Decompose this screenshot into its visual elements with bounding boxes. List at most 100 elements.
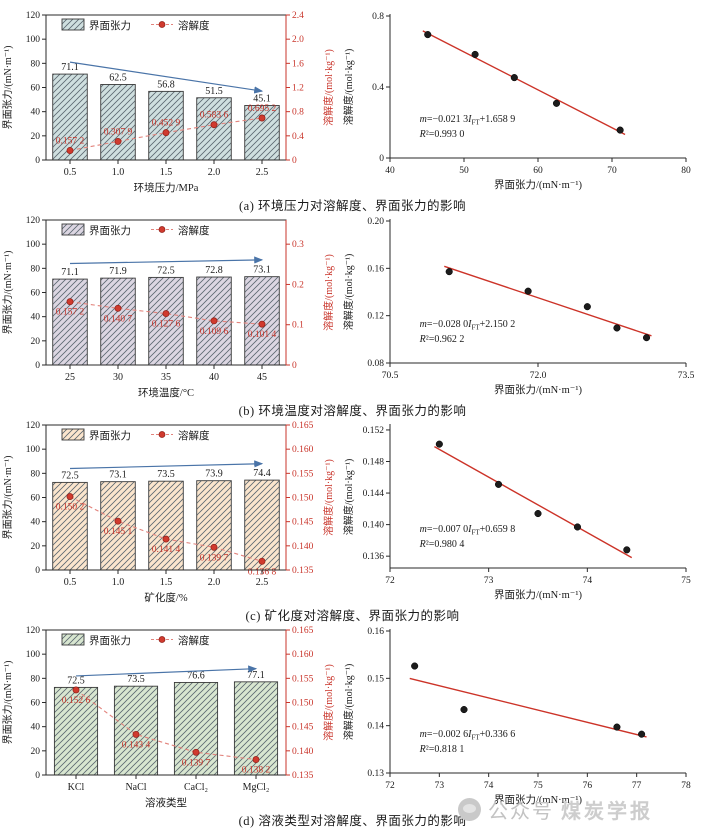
svg-text:0.145: 0.145 [292,723,314,733]
svg-text:50: 50 [459,166,469,176]
svg-text:0.144: 0.144 [363,489,385,499]
svg-text:72.5: 72.5 [61,470,79,481]
svg-text:溶解度/(mol·kg⁻¹): 溶解度/(mol·kg⁻¹) [322,459,335,536]
svg-text:73.5: 73.5 [678,371,695,381]
svg-text:35: 35 [161,372,171,383]
svg-text:界面张力/(mN·m⁻¹): 界面张力/(mN·m⁻¹) [494,178,583,191]
svg-text:界面张力: 界面张力 [89,429,131,442]
svg-text:1.5: 1.5 [160,577,173,588]
svg-text:56.8: 56.8 [157,79,175,90]
svg-text:0.140 7: 0.140 7 [104,314,133,324]
svg-text:0.08: 0.08 [367,359,384,369]
svg-text:0.150: 0.150 [292,494,314,504]
panel-a: 71.1 62.5 56.8 51.5 45.1 0.157 2 0.307 9 0.452 … [0,8,705,213]
svg-text:0.452 9: 0.452 9 [152,119,181,129]
svg-text:溶解度/(mol·kg⁻¹): 溶解度/(mol·kg⁻¹) [342,49,355,126]
svg-text:溶解度/(mol·kg⁻¹): 溶解度/(mol·kg⁻¹) [342,459,355,536]
svg-text:100: 100 [26,240,41,250]
svg-text:20: 20 [31,337,41,347]
svg-text:2.5: 2.5 [256,577,269,588]
combo-chart-b: 71.1 71.9 72.5 72.8 73.1 0.157 2 0.140 7 0.127 … [1,216,335,399]
svg-text:m=−0.028 0IFT+2.150 2: m=−0.028 0IFT+2.150 2 [420,319,516,332]
svg-text:60: 60 [533,166,543,176]
svg-text:2.0: 2.0 [208,577,221,588]
svg-text:0.148: 0.148 [363,458,385,468]
svg-text:0.145: 0.145 [292,518,314,528]
svg-text:0.695 2: 0.695 2 [248,104,277,114]
svg-text:76: 76 [583,781,593,791]
svg-text:73.5: 73.5 [157,469,175,480]
scatter-chart-d: 0.13 0.14 0.15 0.16 72 73 74 75 76 77 78 界面张力/(mN·m… [342,627,691,806]
svg-text:溶解度/(mol·kg⁻¹): 溶解度/(mol·kg⁻¹) [322,254,335,331]
combo-chart-c: 72.5 73.1 73.5 73.9 74.4 0.150 2 0.145 1 0.141 … [1,421,335,604]
svg-text:80: 80 [31,674,41,684]
svg-text:45.1: 45.1 [253,94,271,105]
svg-text:0.4: 0.4 [292,132,304,142]
svg-text:0.140: 0.140 [292,542,314,552]
svg-text:71.1: 71.1 [61,62,79,73]
svg-text:51.5: 51.5 [205,86,223,97]
svg-text:60: 60 [31,289,41,299]
svg-text:20: 20 [31,542,41,552]
svg-text:0.127 6: 0.127 6 [152,320,181,330]
svg-text:0.135: 0.135 [292,771,314,781]
svg-text:0.2: 0.2 [292,280,304,290]
svg-text:CaCl₂: CaCl₂ [184,782,208,793]
svg-text:界面张力/(mN·m⁻¹): 界面张力/(mN·m⁻¹) [494,588,583,601]
svg-text:120: 120 [26,216,41,226]
svg-text:溶解度/(mol·kg⁻¹): 溶解度/(mol·kg⁻¹) [322,49,335,126]
svg-text:m=−0.002 6IFT+0.336 6: m=−0.002 6IFT+0.336 6 [420,729,516,742]
svg-text:0.150: 0.150 [292,699,314,709]
svg-text:120: 120 [26,626,41,636]
svg-text:120: 120 [26,11,41,21]
svg-text:0.141 4: 0.141 4 [152,545,181,555]
svg-text:78: 78 [681,781,691,791]
svg-text:溶解度/(mol·kg⁻¹): 溶解度/(mol·kg⁻¹) [342,254,355,331]
svg-text:0.152: 0.152 [363,426,385,436]
svg-text:25: 25 [65,372,75,383]
svg-text:60: 60 [31,494,41,504]
svg-text:溶解度: 溶解度 [178,429,210,442]
svg-text:0.16: 0.16 [367,627,384,637]
svg-text:60: 60 [31,699,41,709]
svg-text:1.6: 1.6 [292,59,304,69]
svg-text:74.4: 74.4 [253,468,271,479]
svg-text:40: 40 [209,372,219,383]
svg-text:0.157 2: 0.157 2 [56,137,85,147]
svg-text:界面张力/(mN·m⁻¹): 界面张力/(mN·m⁻¹) [1,46,14,130]
svg-text:溶解度: 溶解度 [178,19,210,32]
svg-text:40: 40 [385,166,395,176]
svg-text:73.1: 73.1 [109,470,127,481]
svg-text:0.307 9: 0.307 9 [104,127,133,137]
svg-text:0.143 4: 0.143 4 [122,740,151,750]
svg-text:70.5: 70.5 [382,371,399,381]
panel-c-charts: 72.5 73.1 73.5 73.9 74.4 0.150 2 0.145 1 0.141 … [0,418,705,608]
svg-text:0.155: 0.155 [292,469,314,479]
svg-text:矿化度/%: 矿化度/% [144,591,187,604]
svg-text:73.5: 73.5 [127,674,145,685]
svg-text:0.160: 0.160 [292,650,314,660]
svg-text:45: 45 [257,372,267,383]
svg-text:0.15: 0.15 [367,674,384,684]
svg-text:0: 0 [35,156,40,166]
panel-d-charts: 72.5 73.5 76.6 77.1 0.152 6 0.143 4 0.139 7 0.1… [0,623,705,813]
panel-c: 72.5 73.1 73.5 73.9 74.4 0.150 2 0.145 1 0.141 … [0,418,705,623]
svg-text:0.165: 0.165 [292,626,314,636]
svg-text:0.13: 0.13 [367,769,384,779]
svg-text:m=−0.021 3IFT+1.658 9: m=−0.021 3IFT+1.658 9 [420,114,516,127]
svg-text:100: 100 [26,650,41,660]
svg-text:70: 70 [607,166,617,176]
svg-text:60: 60 [31,84,41,94]
scatter-chart-a: 0 0.4 0.8 40 50 60 70 80 界面张力/(mN·m⁻¹) 溶解度/(mol·k… [342,12,691,191]
panel-caption-b: (b) 环境温度对溶解度、界面张力的影响 [238,404,467,418]
panel-caption-a: (a) 环境压力对溶解度、界面张力的影响 [239,199,466,213]
svg-text:0.140: 0.140 [363,521,385,531]
svg-text:72.5: 72.5 [67,675,85,686]
svg-text:溶液类型: 溶液类型 [145,796,187,809]
svg-text:溶解度: 溶解度 [178,634,210,647]
svg-text:0.1: 0.1 [292,321,304,331]
svg-text:80: 80 [31,264,41,274]
svg-text:0.155: 0.155 [292,674,314,684]
svg-text:0.20: 0.20 [367,217,384,227]
